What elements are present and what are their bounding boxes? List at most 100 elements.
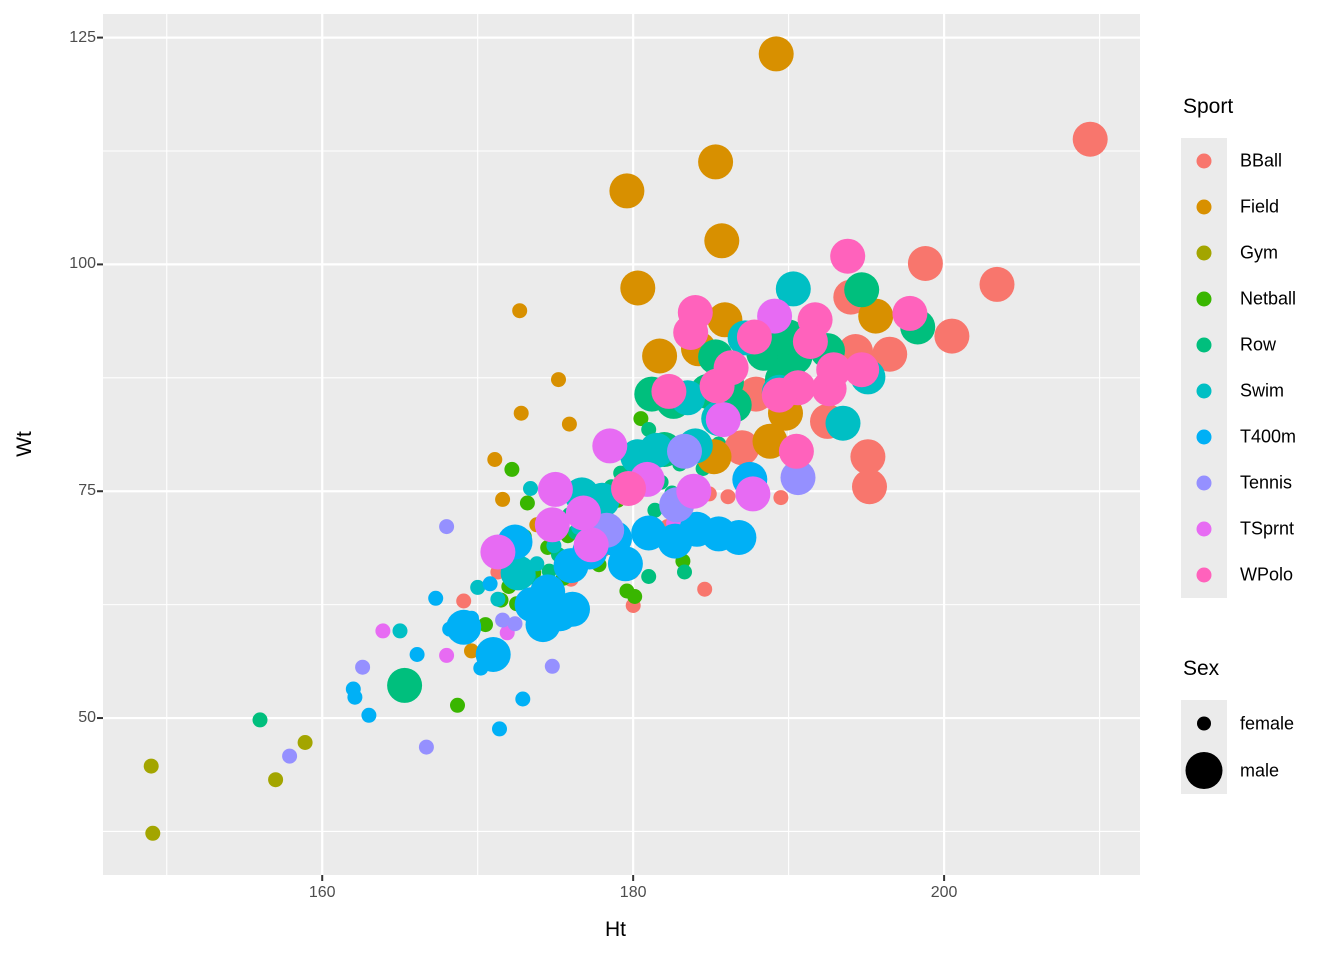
data-point-netball-female bbox=[627, 589, 643, 604]
data-point-t400m-male bbox=[446, 609, 482, 645]
sex-legend-item-female: female bbox=[1181, 700, 1344, 747]
data-point-tsprnt-male bbox=[592, 428, 628, 464]
data-point-field-female bbox=[551, 372, 566, 388]
data-point-wpolo-male bbox=[844, 352, 880, 388]
data-point-netball-female bbox=[633, 411, 649, 427]
data-point-bball-male bbox=[1072, 121, 1108, 157]
data-point-tennis-female bbox=[495, 612, 511, 628]
sport-legend-key bbox=[1181, 138, 1227, 184]
data-point-tsprnt-male bbox=[705, 402, 741, 438]
data-point-wpolo-male bbox=[736, 319, 772, 355]
sport-legend-item-swim: Swim bbox=[1181, 368, 1344, 414]
data-point-field-female bbox=[513, 405, 529, 421]
data-point-swim-female bbox=[523, 481, 538, 496]
sport-swatch-dot bbox=[1196, 153, 1212, 169]
data-point-row-female bbox=[641, 422, 657, 437]
data-point-field-male bbox=[758, 36, 794, 72]
data-point-wpolo-male bbox=[778, 433, 814, 469]
y-axis-title: Wt bbox=[12, 431, 36, 457]
data-point-swim-male bbox=[825, 405, 861, 441]
sport-legend-item-bball: BBall bbox=[1181, 138, 1344, 184]
data-point-tsprnt-male bbox=[565, 495, 601, 531]
data-point-t400m-male bbox=[657, 523, 693, 559]
sport-legend-title: Sport bbox=[1183, 95, 1234, 118]
sport-legend-label: Field bbox=[1240, 196, 1280, 217]
data-point-t400m-female bbox=[409, 647, 425, 662]
y-tick-label: 50 bbox=[78, 709, 96, 727]
data-point-wpolo-male bbox=[761, 377, 797, 413]
data-point-t400m-female bbox=[428, 590, 444, 606]
data-point-bball-male bbox=[724, 430, 760, 466]
sport-legend-item-row: Row bbox=[1181, 322, 1344, 368]
data-point-swim-female bbox=[392, 623, 408, 639]
sport-legend-label: Tennis bbox=[1240, 472, 1293, 493]
data-point-t400m-female bbox=[347, 689, 363, 705]
data-point-t400m-male bbox=[631, 515, 667, 551]
x-tick-label: 200 bbox=[930, 884, 958, 901]
data-point-tsprnt-male bbox=[735, 476, 771, 512]
data-point-bball-male bbox=[934, 318, 970, 354]
sport-swatch-dot bbox=[1196, 383, 1212, 399]
data-point-tsprnt-male bbox=[676, 473, 712, 509]
data-point-wpolo-male bbox=[792, 324, 828, 359]
sex-legend-label: female bbox=[1240, 713, 1295, 733]
data-point-netball-female bbox=[450, 697, 465, 713]
data-point-wpolo-male bbox=[611, 471, 646, 506]
data-point-netball-female bbox=[519, 495, 535, 511]
sport-legend-item-tennis: Tennis bbox=[1181, 460, 1344, 506]
data-point-netball-female bbox=[504, 461, 520, 477]
data-point-t400m-female bbox=[361, 707, 377, 723]
sex-legend-item-male: male bbox=[1181, 747, 1344, 794]
data-point-t400m-female bbox=[482, 576, 498, 592]
sport-legend-item-wpolo: WPolo bbox=[1181, 552, 1344, 598]
data-point-field-female bbox=[561, 416, 577, 432]
x-tick-label: 160 bbox=[308, 884, 336, 901]
sport-swatch-dot bbox=[1196, 337, 1212, 353]
data-point-field-female bbox=[487, 452, 503, 467]
data-point-bball-male bbox=[850, 439, 886, 475]
data-point-wpolo-male bbox=[816, 352, 852, 388]
sport-legend-label: BBall bbox=[1240, 150, 1283, 171]
sport-swatch-dot bbox=[1196, 475, 1212, 491]
y-tick-label: 125 bbox=[69, 28, 96, 46]
data-point-tennis-female bbox=[544, 658, 560, 674]
sport-legend-key bbox=[1181, 552, 1227, 598]
data-point-bball-male bbox=[979, 266, 1015, 302]
sport-legend-label: Swim bbox=[1240, 380, 1284, 401]
data-point-wpolo-male bbox=[830, 238, 866, 274]
sport-legend-key bbox=[1181, 322, 1227, 368]
data-point-field-male bbox=[698, 144, 734, 180]
data-point-tennis-female bbox=[507, 616, 523, 632]
sport-legend-item-netball: Netball bbox=[1181, 276, 1344, 322]
data-point-t400m-female bbox=[492, 721, 507, 737]
sport-swatch-dot bbox=[1196, 245, 1212, 261]
data-point-bball-female bbox=[697, 581, 713, 597]
data-point-row-female bbox=[252, 712, 268, 728]
data-point-bball-male bbox=[872, 336, 908, 372]
data-point-t400m-male bbox=[514, 587, 550, 623]
data-point-field-male bbox=[858, 298, 894, 334]
data-point-t400m-male bbox=[721, 520, 757, 555]
data-point-field-male bbox=[642, 338, 678, 374]
data-point-swim-female bbox=[490, 591, 506, 607]
sex-legend-title: Sex bbox=[1183, 657, 1220, 680]
data-point-tsprnt-male bbox=[534, 507, 570, 543]
sport-swatch-dot bbox=[1196, 521, 1212, 537]
data-point-gym-female bbox=[143, 758, 159, 774]
data-point-field-male bbox=[620, 270, 656, 306]
data-point-t400m-male bbox=[542, 596, 578, 632]
y-tick-label: 75 bbox=[78, 482, 96, 500]
data-point-bball-male bbox=[852, 469, 887, 505]
sport-legend-item-tsprnt: TSprnt bbox=[1181, 506, 1344, 552]
data-point-swim-female bbox=[470, 579, 486, 595]
sport-legend-label: Row bbox=[1240, 334, 1277, 355]
data-point-gym-female bbox=[297, 735, 313, 750]
sport-legend-key bbox=[1181, 276, 1227, 322]
sport-legend-label: Gym bbox=[1240, 242, 1278, 263]
data-point-row-male bbox=[387, 667, 423, 703]
data-point-row-female bbox=[641, 569, 657, 584]
data-point-tennis-male bbox=[667, 433, 702, 469]
data-point-tsprnt-female bbox=[439, 647, 455, 663]
sport-swatch-dot bbox=[1196, 429, 1212, 445]
data-point-tsprnt-female bbox=[375, 623, 391, 639]
